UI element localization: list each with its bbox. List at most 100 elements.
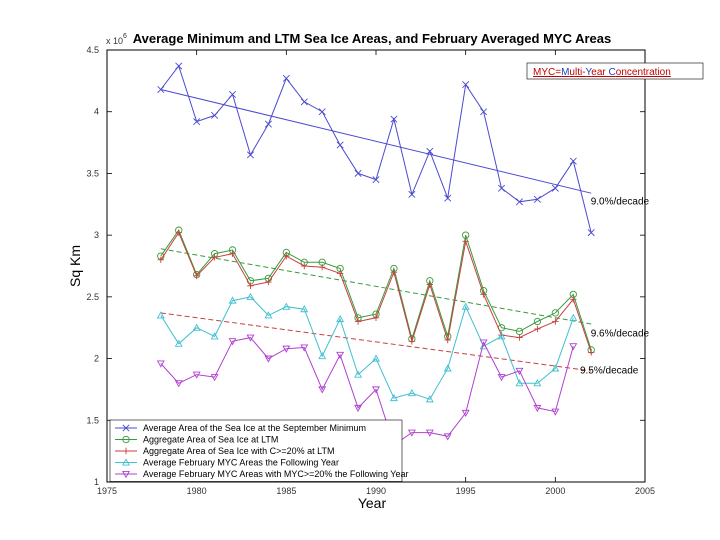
data-point <box>264 311 273 319</box>
data-point <box>569 343 578 351</box>
y-scale-exponent: 6 <box>123 33 127 40</box>
data-point <box>407 389 416 397</box>
data-point <box>122 458 130 466</box>
data-point <box>354 404 363 413</box>
data-point <box>319 264 326 271</box>
data-point <box>229 250 236 257</box>
x-axis-label: Year <box>358 495 387 511</box>
y-tick-label: 1 <box>94 477 99 487</box>
data-point <box>551 184 559 192</box>
y-tick-label: 1.5 <box>86 415 99 425</box>
data-point <box>444 336 451 344</box>
data-point <box>210 374 219 382</box>
data-point <box>443 433 452 441</box>
x-tick-label: 1980 <box>187 486 207 496</box>
data-point <box>569 157 577 165</box>
data-point <box>300 98 308 106</box>
data-point <box>193 118 201 126</box>
data-point <box>318 351 327 360</box>
plot-frame <box>106 49 646 483</box>
data-point <box>175 229 182 236</box>
myc-annotation-text: MYC=Multi-Year Concentration <box>533 67 671 78</box>
data-point <box>210 332 219 340</box>
data-point <box>479 339 488 347</box>
data-point <box>228 296 237 304</box>
myc-annotation-box <box>526 62 704 80</box>
trend-line <box>160 248 592 325</box>
data-point <box>246 334 255 342</box>
data-point <box>211 254 218 261</box>
data-point <box>282 302 291 310</box>
y-scale-note: x 10 <box>106 36 123 46</box>
y-axis-label: Sq Km <box>67 245 83 287</box>
data-point <box>497 374 506 382</box>
data-point <box>498 184 506 192</box>
data-point <box>318 108 326 116</box>
data-point <box>497 332 506 340</box>
data-point <box>318 386 327 394</box>
data-point <box>407 429 416 437</box>
data-point <box>122 424 130 432</box>
data-point <box>300 305 309 313</box>
data-point <box>588 349 595 356</box>
data-point <box>533 195 541 203</box>
data-point <box>515 367 524 376</box>
trend-line <box>160 312 592 372</box>
data-point <box>264 120 272 128</box>
series-line <box>160 337 574 446</box>
legend-entry-label: Average Area of the Sea Ice at the Septe… <box>143 423 366 433</box>
data-point <box>390 268 398 276</box>
data-point <box>462 238 469 245</box>
myc-part-accent: M <box>561 67 569 78</box>
data-point <box>247 282 254 289</box>
x-tick-label: 2005 <box>635 486 655 496</box>
data-point <box>156 360 165 368</box>
data-point <box>157 85 165 94</box>
legend-entry-label: Average February MYC Areas the Following… <box>143 458 339 468</box>
legend: Average Area of the Sea Ice at the Septe… <box>109 419 408 482</box>
data-point <box>444 194 452 202</box>
data-point <box>193 272 200 280</box>
y-tick-label: 3.5 <box>86 168 99 178</box>
data-point <box>246 292 255 300</box>
trend-lines <box>160 89 592 372</box>
data-point <box>282 345 291 353</box>
data-point <box>551 309 559 317</box>
trend-label: 9.5%/decade <box>580 365 639 376</box>
data-point <box>372 176 380 184</box>
data-point <box>282 74 290 82</box>
data-point <box>122 447 130 455</box>
data-point <box>551 408 560 416</box>
data-point <box>300 344 309 352</box>
data-point <box>192 323 201 331</box>
data-point <box>354 370 363 378</box>
data-point <box>533 404 542 413</box>
data-point <box>533 379 542 387</box>
data-point <box>425 395 434 403</box>
data-point <box>443 364 452 372</box>
y-tick-label: 4 <box>94 107 99 117</box>
data-point <box>336 270 344 277</box>
data-point <box>372 314 380 322</box>
data-point <box>461 302 470 310</box>
myc-part-accent: Y <box>586 67 593 78</box>
data-point <box>426 281 433 288</box>
myc-part: oncentration <box>616 67 671 78</box>
x-tick-label: 2000 <box>545 486 565 496</box>
data-point <box>354 169 362 177</box>
myc-annotation: MYC=Multi-Year Concentration <box>526 62 704 80</box>
series-3 <box>156 292 578 403</box>
trend-labels: 9.0%/decade 9.6%/decade 9.5%/decade <box>580 196 650 376</box>
x-tick-label: 1975 <box>97 486 117 496</box>
y-tick-label: 3 <box>94 230 99 240</box>
series-2 <box>157 229 595 356</box>
data-point <box>551 364 560 372</box>
data-point <box>408 190 416 198</box>
myc-part: MYC= <box>533 67 561 78</box>
x-tick-label: 1995 <box>456 486 476 496</box>
data-point <box>174 339 183 347</box>
myc-part: ulti- <box>569 67 585 78</box>
data-point <box>157 256 164 264</box>
data-point <box>372 386 380 394</box>
data-point <box>283 252 290 260</box>
